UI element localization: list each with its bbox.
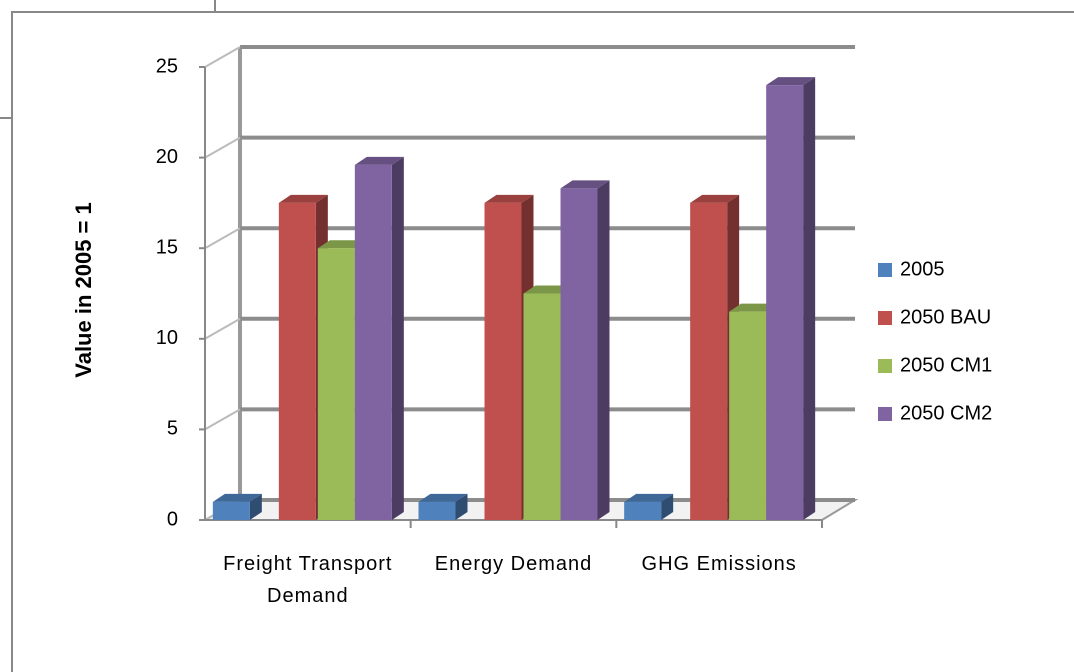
- bar-front: [212, 501, 250, 520]
- legend-swatch: [878, 359, 892, 373]
- bar-top: [317, 240, 367, 249]
- bar-front: [766, 85, 804, 521]
- bar: [354, 156, 404, 520]
- y-tick-label: 10: [156, 327, 178, 349]
- bar-top: [354, 156, 404, 165]
- bar-front: [690, 202, 728, 520]
- bar-side: [249, 493, 262, 520]
- legend-swatch: [878, 311, 892, 325]
- bar-top: [690, 194, 740, 203]
- y-tick-label: 15: [156, 236, 178, 258]
- bar-front: [624, 501, 662, 520]
- bar-side: [661, 493, 674, 520]
- chart-frame: [11, 11, 1074, 672]
- bar: [766, 77, 816, 521]
- x-tick-label: Energy Demand: [434, 553, 593, 575]
- bar-top: [523, 285, 573, 294]
- bar-top: [212, 493, 262, 502]
- y-tick-label: 0: [167, 508, 178, 530]
- bar-front: [418, 501, 456, 520]
- grid-line-depth: [204, 408, 241, 431]
- bar-front: [317, 248, 355, 520]
- legend-swatch: [878, 263, 892, 277]
- legend-label: 2050 CM1: [900, 354, 992, 376]
- grid-line-depth: [204, 46, 241, 68]
- legend-label: 2050 CM2: [900, 402, 992, 424]
- bar-front: [560, 188, 598, 521]
- bar-top: [484, 194, 534, 203]
- legend-swatch: [878, 407, 892, 421]
- bar-top: [729, 303, 779, 312]
- y-tick-label: 20: [156, 146, 178, 168]
- bar-side: [597, 180, 610, 521]
- x-tick-label: Freight Transport Demand: [223, 553, 393, 607]
- bar-front: [354, 164, 392, 520]
- bar: [484, 194, 534, 520]
- bar-side: [803, 77, 816, 521]
- legend-label: 2005: [900, 258, 945, 280]
- bar: [624, 493, 674, 520]
- bar-top: [278, 194, 328, 203]
- bar-front: [729, 311, 767, 520]
- grid-line-depth: [204, 136, 241, 159]
- grid-line-depth: [204, 317, 241, 340]
- x-tick-label: GHG Emissions: [641, 553, 797, 575]
- y-tick-label: 25: [156, 55, 178, 77]
- legend-label: 2050 BAU: [900, 306, 991, 328]
- bar-top: [560, 180, 610, 189]
- bar: [560, 180, 610, 521]
- bar-side: [391, 156, 404, 520]
- bar: [418, 493, 468, 520]
- bar-top: [418, 493, 468, 502]
- y-tick-label: 5: [167, 418, 178, 440]
- grid-line-depth: [204, 227, 241, 250]
- bar-top: [766, 77, 816, 86]
- bar-top: [624, 493, 674, 502]
- bar-front: [523, 293, 561, 520]
- bar: [212, 493, 262, 520]
- bar-front: [278, 202, 316, 520]
- bar-front: [484, 202, 522, 520]
- bar-side: [455, 493, 468, 520]
- y-axis-label: Value in 2005 = 1: [71, 202, 96, 378]
